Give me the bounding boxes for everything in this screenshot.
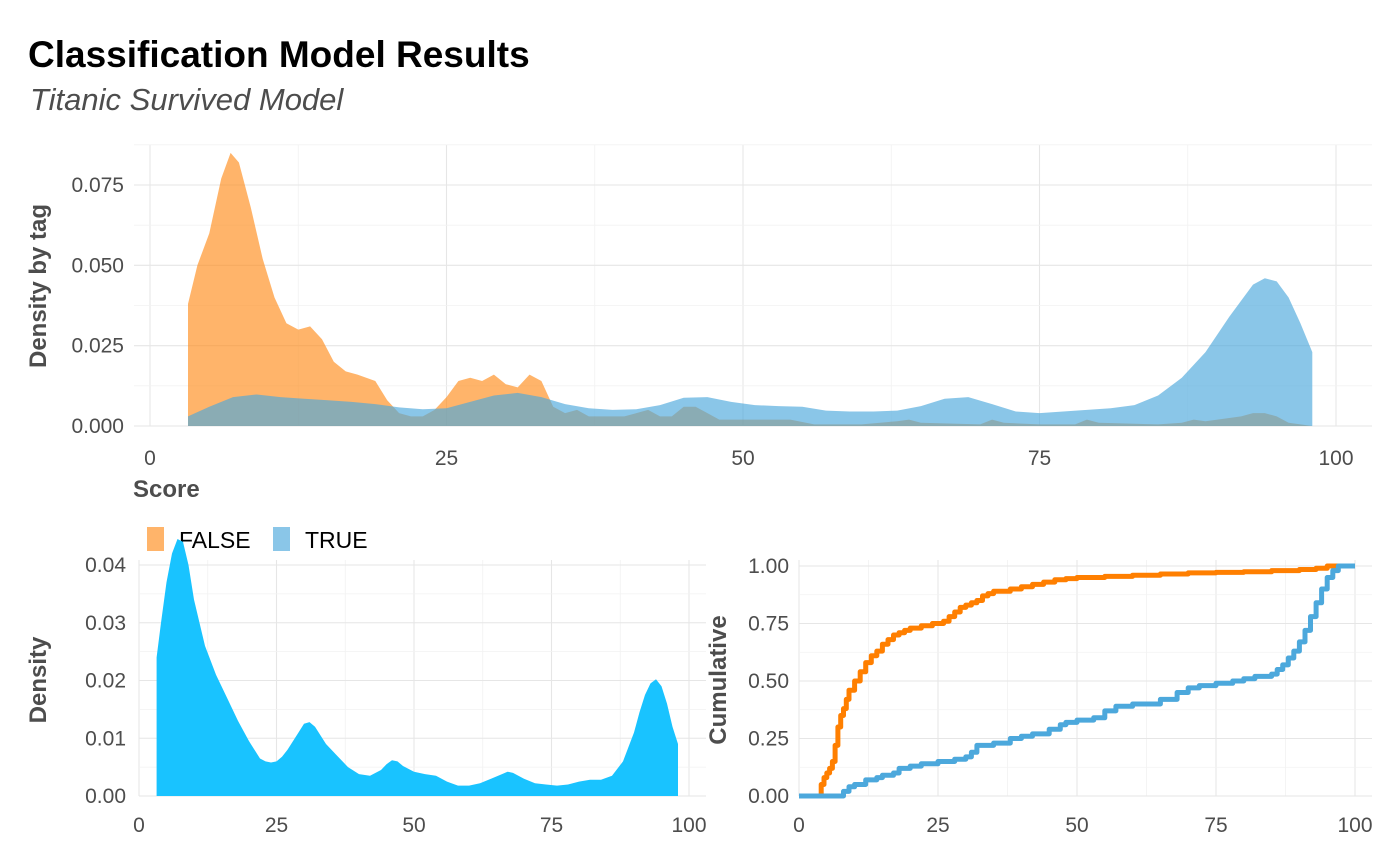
cumulative-x-tick-label: 75: [1204, 814, 1227, 837]
legend-label-true: TRUE: [305, 527, 368, 553]
cumulative-x-tick-label: 100: [1337, 814, 1372, 837]
density-y-tick-label: 0.02: [85, 670, 126, 693]
density-by-tag-x-tick-label: 0: [144, 447, 156, 470]
density-y-tick-label: 0.01: [85, 727, 126, 750]
density-by-tag-x-tick-label: 25: [435, 447, 458, 470]
cumulative-y-tick-label: 0.00: [748, 785, 789, 808]
density-series: [156, 539, 679, 796]
cumulative-y-tick-label: 1.00: [748, 555, 789, 578]
density-by-tag-x-tick-label: 100: [1318, 447, 1353, 470]
density-y-tick-label: 0.03: [85, 612, 126, 635]
density-by-tag-y-tick-label: 0.050: [71, 254, 124, 277]
density-x-tick-label: 25: [265, 814, 288, 837]
density-by-tag-y-tick-label: 0.025: [71, 335, 124, 358]
legend-label-false: FALSE: [179, 527, 251, 553]
density-by-tag-area-false: [188, 152, 1313, 426]
density-x-tick-label: 100: [671, 814, 706, 837]
density-x-tick-label: 50: [402, 814, 425, 837]
density-by-tag-panel: Score Density by tag 0 25 50 75 100 0.000 0.02…: [25, 144, 1372, 503]
cumulative-y-axis-title: Cumulative: [705, 615, 732, 744]
cumulative-x-tick-label: 25: [926, 814, 949, 837]
density-by-tag-series: [188, 152, 1313, 426]
density-by-tag-y-tick-label: 0.000: [71, 415, 124, 438]
chart-subtitle: Titanic Survived Model: [30, 82, 344, 117]
cumulative-panel: Cumulative 0 25 50 75 100 0.00 0.25 0.50 0.75 1.0…: [705, 555, 1373, 837]
density-area-series: [156, 539, 679, 796]
density-by-tag-y-tick-label: 0.075: [71, 174, 124, 197]
density-by-tag-x-tick-label: 50: [731, 447, 754, 470]
cumulative-y-tick-label: 0.75: [748, 613, 789, 636]
density-x-tick-label: 0: [133, 814, 145, 837]
density-y-tick-label: 0.04: [85, 554, 126, 577]
cumulative-y-tick-label: 0.25: [748, 728, 789, 751]
legend: FALSE TRUE: [147, 527, 368, 553]
cumulative-series: [799, 563, 1355, 799]
legend-swatch-true: [273, 527, 290, 551]
density-panel: Density 0 25 50 75 100 0.00 0.01 0.02 0.03 0.04: [25, 539, 707, 837]
cumulative-line-true: [799, 563, 1355, 799]
density-by-tag-x-tick-label: 75: [1028, 447, 1051, 470]
cumulative-line-false: [799, 563, 1355, 799]
density-x-tick-label: 75: [540, 814, 563, 837]
cumulative-y-tick-label: 0.50: [748, 670, 789, 693]
density-grid: [138, 560, 706, 797]
density-by-tag-area-true: [188, 278, 1313, 426]
density-y-axis-title: Density: [25, 636, 52, 723]
density-by-tag-x-axis-title: Score: [133, 476, 200, 503]
density-y-tick-label: 0.00: [85, 785, 126, 808]
chart-title: Classification Model Results: [28, 34, 530, 75]
cumulative-grid: [798, 560, 1372, 797]
cumulative-x-tick-label: 50: [1065, 814, 1088, 837]
legend-swatch-false: [147, 527, 164, 551]
density-by-tag-y-axis-title: Density by tag: [25, 204, 52, 368]
cumulative-x-tick-label: 0: [793, 814, 805, 837]
